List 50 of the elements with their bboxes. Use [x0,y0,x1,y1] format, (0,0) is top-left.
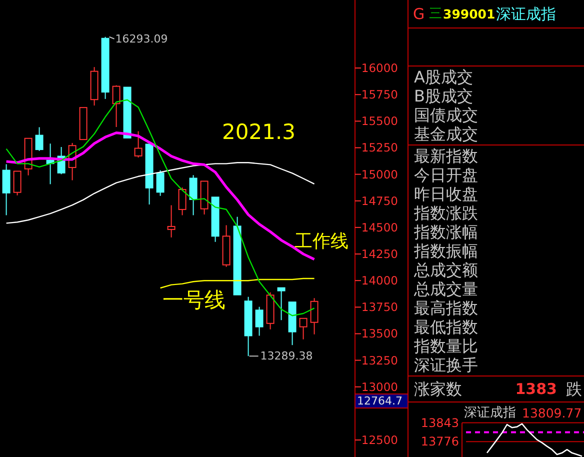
text: G [413,5,425,23]
y-tick-label: 15000 [361,167,398,182]
text: 基金成交 [414,124,478,144]
y-tick-label: 15500 [361,114,398,128]
chart-title: 深证成指 [464,406,516,420]
text: 指数量比 [413,336,478,356]
y-tick-label: 14000 [361,274,398,288]
text: 最新指数 [414,146,478,166]
line-series [486,423,583,457]
y-tick-label: 13250 [361,353,398,368]
y-tick-label: 14250 [361,247,398,262]
line-series [6,162,315,224]
text: 深证换手 [414,356,478,374]
y-tick-label: 13750 [361,300,398,314]
y-tick-label: 13000 [361,380,398,394]
y-tick-label: 15750 [361,88,398,102]
text: 三 [429,6,442,22]
y-tick-label: 14750 [361,194,398,208]
annotation: 13289.38 [260,350,313,363]
text: 深证成指 [496,5,556,23]
text: 总成交量 [413,280,478,298]
series-label: 一号线 [162,288,226,312]
line-series [160,278,315,289]
text: 昨日收盘 [414,184,478,204]
annotation: 2021.3 [222,120,296,144]
text: 指数涨幅 [413,222,478,242]
text: 399001 [443,6,496,22]
text: 跌 [566,380,582,398]
text: 1383 [515,380,557,398]
text: 今日开盘 [414,166,478,184]
text: 最低指数 [414,318,478,336]
text: 总成交额 [413,260,478,280]
text: 指数涨跌 [413,204,478,222]
text: 12764.7 [357,394,402,408]
chart-subtitle: 13809.77 [522,406,582,420]
y-tick-label: 16000 [361,61,398,76]
text: 国债成交 [414,106,478,124]
text: A股成交 [414,68,473,86]
y-tick-label: 13843 [420,416,459,430]
y-tick-label: 12500 [361,432,398,447]
annotation: 16293.09 [115,32,168,46]
y-tick-label: 14500 [361,220,398,234]
y-tick-label: 13500 [361,326,398,341]
text: 涨家数 [414,380,462,398]
text: B股成交 [414,86,473,106]
series-label: 工作线 [294,230,348,252]
text: 指数振幅 [413,242,478,260]
text: 最高指数 [414,298,478,318]
y-tick-label: 15250 [361,140,398,155]
y-tick-label: 13776 [420,434,459,449]
